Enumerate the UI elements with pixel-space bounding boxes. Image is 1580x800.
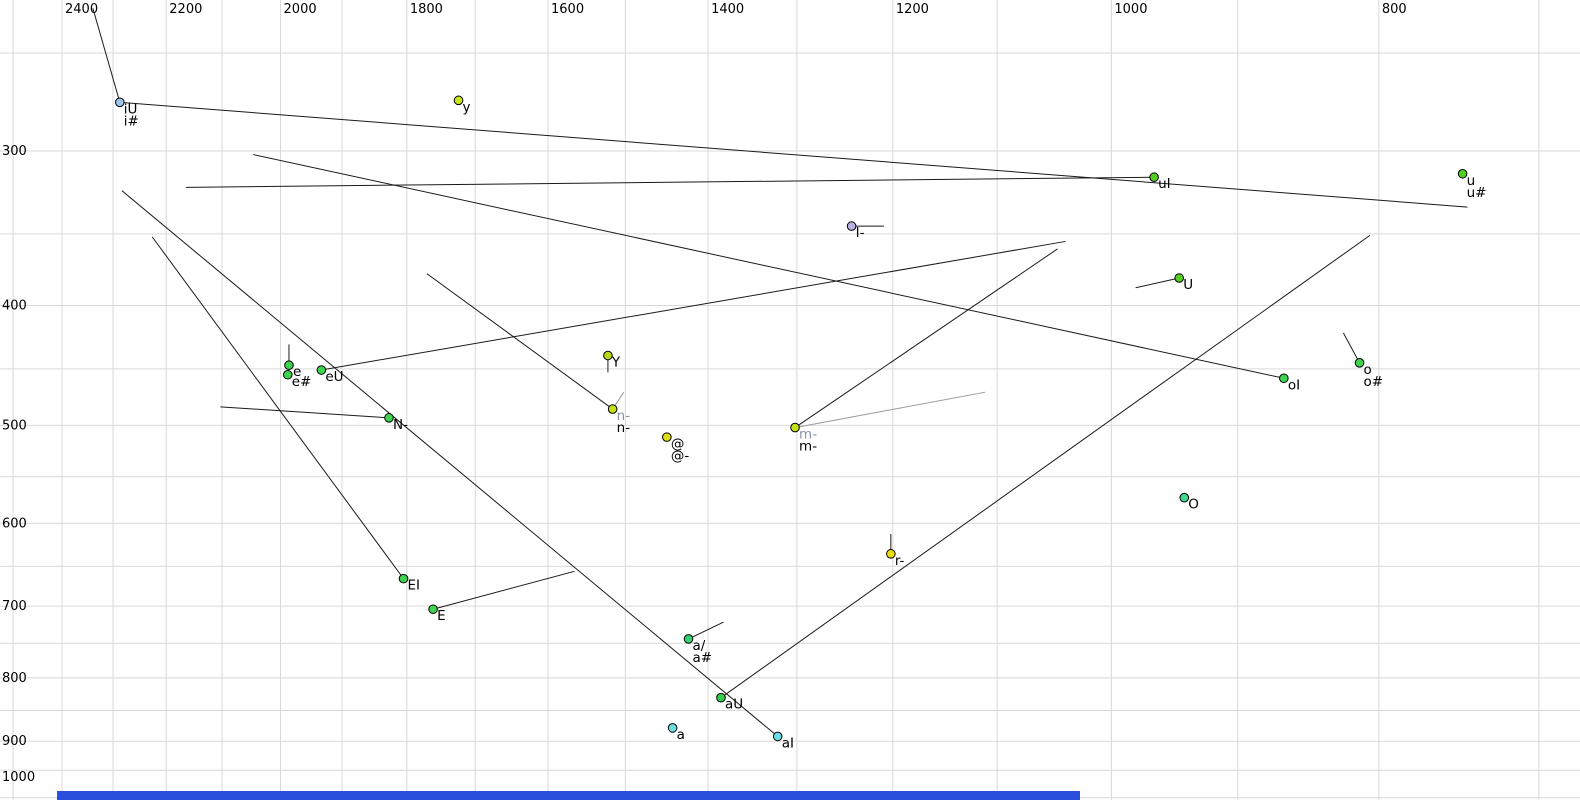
y-axis-tick-label: 500 (2, 418, 27, 433)
vowel-point-e[interactable] (284, 360, 294, 371)
formant-trajectory-line (253, 154, 1284, 379)
vowel-label: EI (408, 578, 421, 594)
vowel-label: u# (1467, 185, 1487, 201)
vowel-point-u[interactable] (1457, 168, 1468, 179)
formant-trajectory-line (92, 8, 121, 103)
formant-trajectory-line (1135, 277, 1180, 289)
y-axis-tick-label: 300 (2, 144, 27, 159)
formant-trajectory-line (151, 236, 404, 579)
formant-trajectory-line (432, 570, 575, 610)
formant-trajectory-line (1342, 332, 1360, 364)
selection-bar[interactable] (57, 791, 1080, 800)
vowel-point-r[interactable] (886, 549, 896, 559)
formant-trajectory-line (426, 273, 613, 410)
x-axis-tick-label: 2200 (169, 2, 202, 17)
formant-trajectory-line (220, 406, 390, 419)
vowel-label: oI (1288, 377, 1300, 393)
vowel-label: m- (799, 427, 817, 443)
vowel-point-aU[interactable] (716, 692, 726, 703)
vowel-label: N- (393, 417, 408, 433)
vowel-point-iU[interactable] (115, 97, 125, 108)
vowel-point-a[interactable] (667, 723, 678, 733)
vowel-point-y[interactable] (453, 95, 464, 106)
x-axis-tick-label: 2400 (65, 2, 98, 17)
vowel-point-U[interactable] (1174, 273, 1184, 283)
vowel-label: U (1183, 277, 1193, 293)
vowel-label: e (293, 364, 301, 380)
formant-trajectory-line (720, 234, 1371, 699)
formant-trajectory-line (794, 248, 1058, 428)
y-axis-tick-label: 1000 (2, 770, 35, 785)
formant-trajectory-line (321, 240, 1066, 371)
vowel-point-E[interactable] (428, 604, 438, 615)
vowel-label: iU (124, 101, 138, 117)
vowel-label: i# (124, 113, 139, 129)
vowel-label: o (1364, 362, 1372, 378)
vowel-point-uI[interactable] (1149, 172, 1159, 183)
vowel-label: a/ (693, 638, 706, 654)
y-axis-tick-label: 400 (2, 299, 27, 314)
y-axis-tick-label: 900 (2, 734, 27, 749)
x-axis-tick-label: 1800 (410, 2, 443, 17)
y-axis-tick-label: 800 (2, 671, 27, 686)
vowel-point-e#[interactable] (282, 369, 293, 380)
vowel-label: a (677, 727, 685, 743)
formant-trajectory-line (688, 621, 724, 640)
vowel-label: n- (617, 408, 631, 424)
y-axis-tick-label: 600 (2, 516, 27, 531)
vowel-label: aI (782, 735, 794, 751)
y-axis-tick-label: 700 (2, 599, 27, 614)
vowel-label: o# (1364, 374, 1384, 390)
formant-trajectory-line (119, 101, 1468, 208)
vowel-label: y (463, 99, 471, 115)
formant-trajectory-line (121, 190, 779, 737)
vowel-label: e# (292, 374, 312, 390)
vowel-point-a[interactable] (683, 634, 694, 644)
vowel-point-@[interactable] (662, 432, 672, 442)
vowel-point-eU[interactable] (316, 365, 327, 375)
vowel-point-aI[interactable] (772, 731, 783, 742)
x-axis-tick-label: 2000 (284, 2, 317, 17)
vowel-label: @ (671, 436, 685, 452)
vowel-point-I[interactable] (846, 221, 857, 231)
vowel-label: uI (1158, 176, 1171, 192)
formant-trajectory-line (186, 176, 1155, 188)
x-axis-tick-label: 1200 (896, 2, 929, 17)
vowel-label: Y (611, 355, 621, 371)
vowel-label: @- (671, 448, 690, 464)
vowel-label: m- (799, 439, 817, 455)
vowel-point-o[interactable] (1354, 358, 1365, 368)
vowel-label: u (1467, 173, 1476, 189)
x-axis-tick-label: 1000 (1114, 2, 1147, 17)
vowel-point-oI[interactable] (1279, 373, 1289, 384)
vowel-label: O (1188, 497, 1199, 513)
vowel-point-Y[interactable] (603, 350, 613, 361)
vowel-label: a# (693, 650, 713, 666)
formant-trajectory-line (794, 391, 986, 429)
vowel-point-N[interactable] (384, 413, 394, 423)
vowel-point-n[interactable] (607, 404, 618, 414)
vowel-point-O[interactable] (1179, 492, 1190, 503)
vowel-point-EI[interactable] (398, 573, 409, 584)
vowel-label: aU (725, 697, 743, 713)
x-axis-tick-label: 800 (1382, 2, 1407, 17)
vowel-label: eU (325, 369, 343, 385)
vowel-label: E (437, 608, 446, 624)
vowel-label: n- (617, 420, 631, 436)
vowel-point-m[interactable] (790, 422, 800, 433)
x-axis-tick-label: 1400 (711, 2, 744, 17)
vowel-label: I- (856, 225, 865, 241)
vowel-label: r- (895, 553, 905, 569)
x-axis-tick-label: 1600 (551, 2, 584, 17)
